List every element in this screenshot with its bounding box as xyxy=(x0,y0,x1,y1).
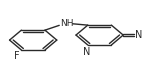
Text: NH: NH xyxy=(60,19,74,28)
Text: N: N xyxy=(83,47,91,57)
Text: F: F xyxy=(14,51,20,61)
Text: N: N xyxy=(135,30,143,40)
